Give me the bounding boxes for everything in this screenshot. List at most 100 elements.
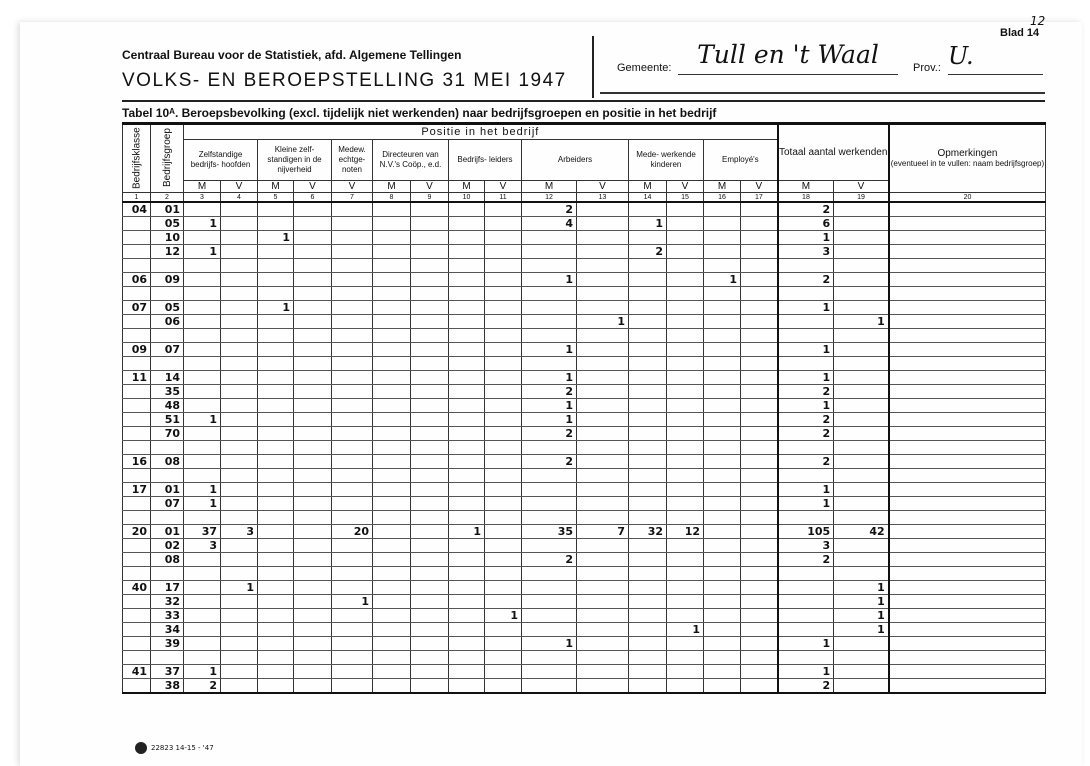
bedrijfsklasse-cell[interactable]	[122, 622, 151, 637]
value-cell[interactable]: 1	[833, 622, 890, 637]
value-cell[interactable]	[776, 608, 835, 623]
value-cell[interactable]	[293, 370, 332, 385]
value-cell[interactable]	[448, 328, 485, 343]
value-cell[interactable]	[183, 426, 221, 441]
value-cell[interactable]	[372, 454, 411, 469]
value-cell[interactable]	[372, 594, 411, 609]
value-cell[interactable]	[448, 300, 485, 315]
value-cell[interactable]	[448, 384, 485, 399]
value-cell[interactable]: 2	[776, 272, 835, 287]
value-cell[interactable]	[220, 510, 258, 525]
bedrijfsgroep-cell[interactable]: 07	[150, 496, 184, 511]
value-cell[interactable]	[410, 300, 449, 315]
value-cell[interactable]	[448, 664, 485, 679]
opmerkingen-cell[interactable]	[887, 650, 1047, 665]
value-cell[interactable]	[331, 314, 373, 329]
bedrijfsgroep-cell[interactable]: 37	[150, 664, 184, 679]
value-cell[interactable]	[293, 286, 332, 301]
value-cell[interactable]	[293, 580, 332, 595]
value-cell[interactable]	[666, 636, 704, 651]
value-cell[interactable]	[448, 580, 485, 595]
value-cell[interactable]	[576, 244, 629, 259]
value-cell[interactable]	[220, 636, 258, 651]
value-cell[interactable]	[410, 244, 449, 259]
value-cell[interactable]	[331, 300, 373, 315]
bedrijfsgroep-cell[interactable]	[150, 440, 184, 455]
value-cell[interactable]	[484, 566, 522, 581]
value-cell[interactable]	[183, 622, 221, 637]
value-cell[interactable]	[776, 566, 835, 581]
value-cell[interactable]	[739, 580, 779, 595]
bedrijfsklasse-cell[interactable]	[122, 286, 151, 301]
value-cell[interactable]	[521, 286, 577, 301]
value-cell[interactable]	[576, 510, 629, 525]
value-cell[interactable]	[220, 328, 258, 343]
bedrijfsklasse-cell[interactable]: 20	[122, 524, 151, 539]
value-cell[interactable]	[410, 412, 449, 427]
value-cell[interactable]	[257, 580, 294, 595]
value-cell[interactable]	[666, 440, 704, 455]
value-cell[interactable]	[833, 496, 890, 511]
value-cell[interactable]	[257, 482, 294, 497]
value-cell[interactable]: 1	[776, 300, 835, 315]
bedrijfsgroep-cell[interactable]: 34	[150, 622, 184, 637]
value-cell[interactable]	[448, 482, 485, 497]
value-cell[interactable]	[220, 286, 258, 301]
bedrijfsklasse-cell[interactable]	[122, 314, 151, 329]
value-cell[interactable]	[372, 201, 411, 217]
bedrijfsgroep-cell[interactable]: 08	[150, 552, 184, 567]
value-cell[interactable]	[257, 566, 294, 581]
value-cell[interactable]: 3	[220, 524, 258, 539]
value-cell[interactable]	[331, 356, 373, 371]
value-cell[interactable]: 1	[833, 314, 890, 329]
value-cell[interactable]	[220, 412, 258, 427]
value-cell[interactable]	[484, 342, 522, 357]
value-cell[interactable]	[666, 398, 704, 413]
value-cell[interactable]: 12	[666, 524, 704, 539]
value-cell[interactable]	[257, 328, 294, 343]
value-cell[interactable]	[448, 608, 485, 623]
value-cell[interactable]	[666, 384, 704, 399]
value-cell[interactable]	[833, 230, 890, 245]
value-cell[interactable]	[220, 678, 258, 694]
value-cell[interactable]	[257, 608, 294, 623]
value-cell[interactable]	[220, 384, 258, 399]
value-cell[interactable]: 105	[776, 524, 835, 539]
value-cell[interactable]	[293, 272, 332, 287]
value-cell[interactable]	[293, 650, 332, 665]
value-cell[interactable]	[666, 230, 704, 245]
value-cell[interactable]	[703, 230, 741, 245]
value-cell[interactable]	[703, 258, 741, 273]
value-cell[interactable]	[576, 426, 629, 441]
value-cell[interactable]: 1	[703, 272, 741, 287]
value-cell[interactable]	[833, 566, 890, 581]
value-cell[interactable]: 2	[521, 384, 577, 399]
value-cell[interactable]	[484, 286, 522, 301]
value-cell[interactable]	[628, 440, 667, 455]
bedrijfsgroep-cell[interactable]: 48	[150, 398, 184, 413]
value-cell[interactable]	[576, 370, 629, 385]
value-cell[interactable]: 37	[183, 524, 221, 539]
value-cell[interactable]	[484, 216, 522, 231]
value-cell[interactable]	[666, 566, 704, 581]
value-cell[interactable]	[484, 650, 522, 665]
value-cell[interactable]	[220, 664, 258, 679]
value-cell[interactable]	[220, 342, 258, 357]
value-cell[interactable]	[331, 482, 373, 497]
opmerkingen-cell[interactable]	[887, 412, 1047, 427]
value-cell[interactable]	[576, 286, 629, 301]
value-cell[interactable]	[666, 300, 704, 315]
value-cell[interactable]	[666, 650, 704, 665]
value-cell[interactable]	[628, 272, 667, 287]
value-cell[interactable]	[521, 468, 577, 483]
value-cell[interactable]	[576, 342, 629, 357]
value-cell[interactable]	[257, 594, 294, 609]
value-cell[interactable]	[833, 440, 890, 455]
value-cell[interactable]	[833, 272, 890, 287]
value-cell[interactable]	[666, 328, 704, 343]
value-cell[interactable]: 1	[776, 664, 835, 679]
bedrijfsgroep-cell[interactable]	[150, 566, 184, 581]
value-cell[interactable]: 1	[220, 580, 258, 595]
value-cell[interactable]: 2	[776, 678, 835, 694]
value-cell[interactable]	[666, 356, 704, 371]
